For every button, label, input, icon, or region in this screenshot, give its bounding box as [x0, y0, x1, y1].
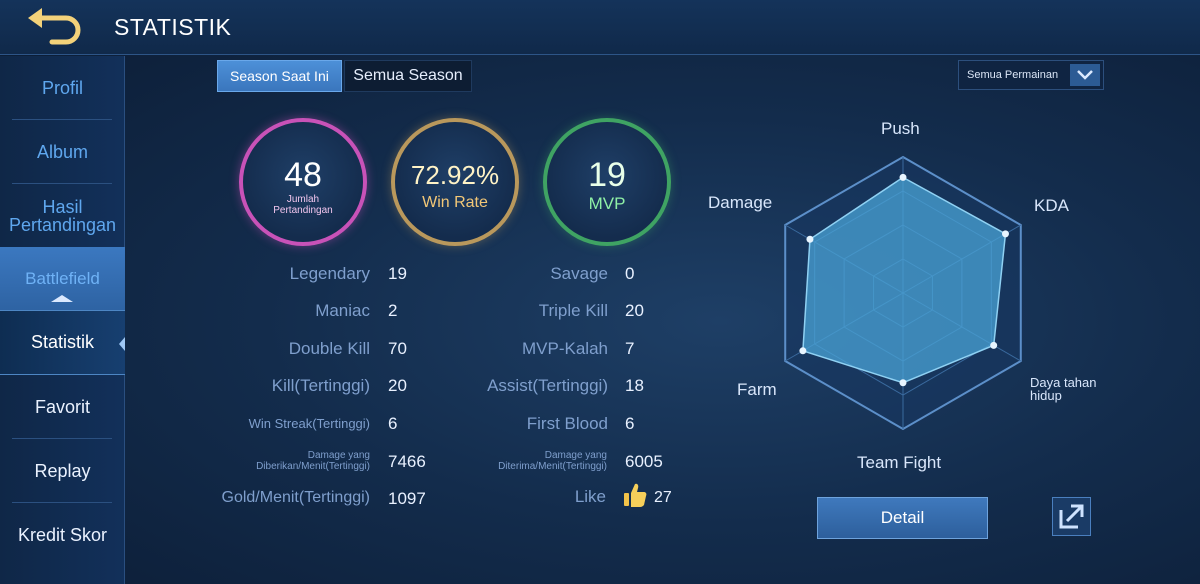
active-indicator-icon: [119, 337, 125, 351]
sidebar-item-label: Statistik: [30, 332, 95, 352]
sidebar-item-statistik[interactable]: Statistik: [0, 310, 125, 375]
dropdown-selected-value: Semua Permainan: [967, 69, 1059, 81]
sidebar-divider: [12, 183, 112, 184]
sidebar-item-label: Battlefield: [25, 269, 100, 288]
mvp-value: 19: [588, 156, 626, 194]
stat-label-legendary: Legendary: [289, 264, 370, 283]
share-button[interactable]: [1052, 497, 1091, 536]
stat-value-triple-kill: 20: [625, 301, 644, 320]
tab-all-seasons[interactable]: Semua Season: [344, 60, 472, 92]
games-played-label: Jumlah Pertandingan: [273, 194, 333, 216]
top-bar: STATISTIK: [0, 0, 1200, 55]
radar-data-point: [899, 173, 907, 181]
stat-label-damage-taken: Damage yang Diterima/Menit(Tertinggi): [498, 450, 607, 472]
sidebar-item-kredit-skor[interactable]: Kredit Skor: [0, 503, 125, 566]
stat-value-assist-highest: 18: [625, 376, 644, 395]
win-rate-badge: 72.92% Win Rate: [391, 118, 519, 246]
like-button[interactable]: [623, 482, 647, 508]
radar-data-point: [806, 235, 814, 243]
stat-label-gold-per-min: Gold/Menit(Tertinggi): [221, 489, 371, 506]
sidebar-item-replay[interactable]: Replay: [0, 439, 125, 502]
mode-filter-dropdown[interactable]: Semua Permainan: [958, 60, 1104, 90]
mvp-badge: 19 MVP: [543, 118, 671, 246]
dropdown-button[interactable]: [1070, 64, 1100, 86]
stat-value-gold-per-min: 1097: [388, 489, 426, 508]
sidebar-item-label: Album: [36, 141, 89, 162]
radar-data-point: [899, 379, 907, 387]
radar-label-push: Push: [881, 119, 920, 138]
win-rate-label: Win Rate: [422, 194, 488, 211]
share-external-icon: [1059, 504, 1084, 529]
like-count: 27: [654, 489, 672, 506]
stat-label-assist-highest: Assist(Tertinggi): [487, 376, 608, 395]
radar-data-point: [1001, 230, 1009, 238]
sidebar-item-label: Hasil Pertandingan: [8, 196, 117, 235]
radar-label-daya-tahan-hidup: Daya tahan hidup: [1030, 375, 1097, 403]
stat-value-mvp-lose: 7: [625, 339, 635, 358]
sidebar-item-album[interactable]: Album: [0, 120, 125, 183]
stat-label-triple-kill: Triple Kill: [538, 301, 608, 320]
sidebar-item-label: Profil: [41, 77, 83, 98]
stat-label-first-blood: First Blood: [526, 414, 608, 433]
thumbs-up-icon: [624, 483, 647, 507]
sidebar-item-battlefield[interactable]: Battlefield: [0, 247, 125, 310]
sidebar-item-label: Favorit: [34, 396, 90, 417]
sidebar-item-profil[interactable]: Profil: [0, 56, 125, 119]
sidebar-item-hasil-pertandingan[interactable]: Hasil Pertandingan: [0, 184, 125, 247]
collapse-caret-icon: [51, 295, 73, 302]
stat-label-maniac: Maniac: [315, 301, 370, 320]
stat-value-legendary: 19: [388, 264, 407, 283]
stat-value-win-streak: 6: [388, 414, 398, 433]
games-played-value: 48: [284, 156, 322, 194]
mvp-label: MVP: [588, 194, 626, 213]
win-rate-value: 72.92%: [410, 160, 500, 190]
page-title: STATISTIK: [114, 14, 232, 40]
stat-value-kill-highest: 20: [388, 376, 407, 395]
like-label: Like: [574, 487, 606, 506]
sidebar-item-label: Kredit Skor: [17, 524, 108, 545]
games-played-badge: 48 Jumlah Pertandingan: [239, 118, 367, 246]
radar-label-kda: KDA: [1034, 196, 1069, 215]
sidebar-divider: [12, 438, 112, 439]
back-arrow-icon: [28, 8, 81, 45]
sidebar-divider: [12, 502, 112, 503]
radar-label-team-fight: Team Fight: [857, 453, 942, 472]
stat-label-double-kill: Double Kill: [288, 339, 370, 358]
radar-data-point: [799, 347, 807, 355]
detail-button[interactable]: Detail: [817, 497, 988, 539]
sidebar: Profil Album Hasil Pertandingan Battlefi…: [0, 56, 125, 584]
stat-value-savage: 0: [625, 264, 635, 283]
stat-label-mvp-lose: MVP-Kalah: [522, 339, 608, 358]
stat-label-win-streak: Win Streak(Tertinggi): [248, 416, 370, 431]
radar-label-damage: Damage: [708, 193, 773, 212]
tab-season-current[interactable]: Season Saat Ini: [217, 60, 342, 92]
radar-chart-svg: [784, 155, 1022, 431]
stat-value-damage-dealt: 7466: [388, 452, 426, 471]
stat-label-kill-highest: Kill(Tertinggi): [271, 376, 370, 395]
radar-chart: Push KDA Daya tahan hidup Team Fight Far…: [700, 110, 1120, 480]
stat-value-double-kill: 70: [388, 339, 407, 358]
sidebar-item-favorit[interactable]: Favorit: [0, 375, 125, 438]
stat-value-first-blood: 6: [625, 414, 635, 433]
stat-label-savage: Savage: [550, 264, 608, 283]
radar-label-farm: Farm: [737, 380, 777, 399]
stat-label-damage-dealt: Damage yang Diberikan/Menit(Tertinggi): [256, 450, 370, 472]
radar-data-point: [990, 341, 998, 349]
chevron-down-icon: [1077, 70, 1093, 80]
stat-value-damage-taken: 6005: [625, 452, 663, 471]
stat-value-maniac: 2: [388, 301, 398, 320]
sidebar-divider: [12, 119, 112, 120]
back-button[interactable]: [26, 8, 90, 46]
sidebar-item-label: Replay: [34, 460, 91, 481]
